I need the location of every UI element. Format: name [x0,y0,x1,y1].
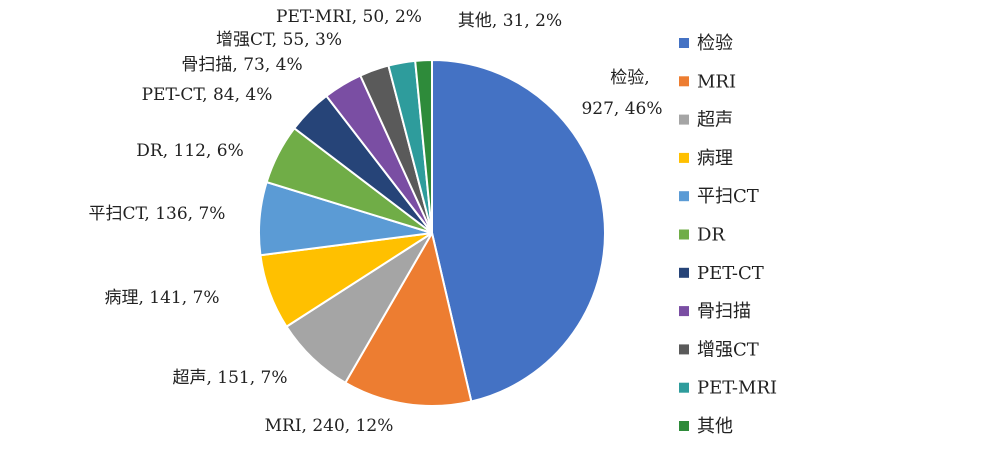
legend-label-mri: MRI [697,71,736,92]
legend-label-平扫ct: 平扫CT [697,186,759,207]
legend-label-检验: 检验 [697,33,733,54]
legend-label-超声: 超声 [697,110,733,131]
pie-slice-检验 [431,58,606,403]
data-label-平扫ct: 平扫CT, 136, 7% [89,204,226,224]
legend-swatch-pet-ct [679,267,689,278]
pie-slice-其他 [414,58,433,234]
legend-swatch-超声 [679,114,689,125]
legend-item-dr: DR [679,225,725,246]
pie-slices [258,58,606,407]
legend-swatch-骨扫描 [679,306,689,317]
legend-label-病理: 病理 [697,148,733,169]
data-labels: 检验, 927, 46% MRI, 240, 12% 超声, 151, 7% 病理, 1… [89,7,663,436]
legend-label-增强ct: 增强CT [697,339,759,360]
legend-label-其他: 其他 [697,416,733,437]
legend-item-其他: 其他 [679,416,733,437]
data-label-mri: MRI, 240, 12% [265,416,394,436]
data-label-增强ct: 增强CT, 55, 3% [216,30,342,50]
legend-item-平扫ct: 平扫CT [679,186,759,207]
legend-swatch-增强ct [679,344,689,355]
legend-item-增强ct: 增强CT [679,339,759,360]
pie-slice-mri [343,230,473,407]
legend-item-超声: 超声 [679,110,733,131]
data-label-pet-mri: PET-MRI, 50, 2% [276,7,422,27]
legend-item-检验: 检验 [679,33,733,54]
data-label-骨扫描: 骨扫描, 73, 4% [181,55,302,75]
legend-swatch-平扫ct [679,191,689,202]
legend-label-骨扫描: 骨扫描 [697,301,751,322]
legend-swatch-dr [679,229,689,240]
data-label-dr: DR, 112, 6% [136,141,243,161]
legend-swatch-检验 [679,38,689,48]
data-label-病理: 病理, 141, 7% [104,288,219,308]
legend-swatch-pet-mri [679,382,689,393]
data-label-其他: 其他, 31, 2% [458,11,562,31]
legend-swatch-mri [679,76,689,87]
legend-item-mri: MRI [679,71,736,92]
legend-swatch-其他 [679,421,689,431]
legend-swatch-病理 [679,152,689,163]
legend-label-dr: DR [697,225,725,246]
legend-item-骨扫描: 骨扫描 [679,301,751,322]
legend-item-pet-mri: PET-MRI [679,378,777,399]
legend-label-pet-mri: PET-MRI [697,378,777,399]
data-label-pet-ct: PET-CT, 84, 4% [142,85,273,105]
data-label-检验: 检验, 927, 46% [581,68,662,119]
data-label-超声: 超声, 151, 7% [172,368,287,388]
legend-item-pet-ct: PET-CT [679,263,764,284]
legend-item-病理: 病理 [679,148,733,169]
legend-label-pet-ct: PET-CT [697,263,764,284]
